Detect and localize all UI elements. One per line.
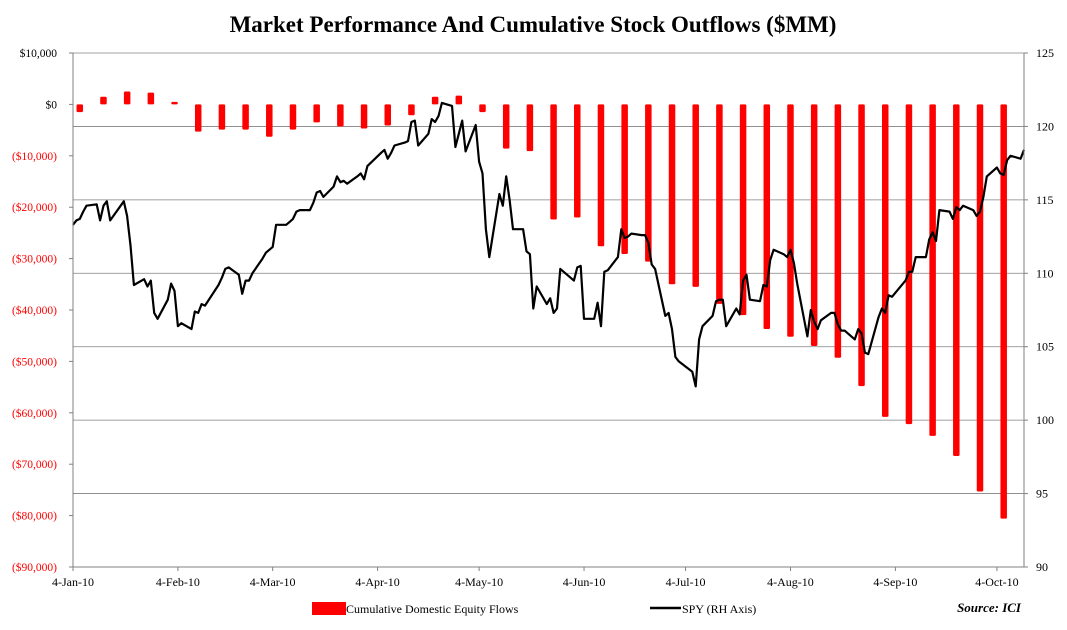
left-tick-label: $0 bbox=[46, 98, 58, 111]
x-tick-label: 4-Apr-10 bbox=[355, 575, 399, 589]
flow-bar bbox=[313, 104, 320, 123]
flow-bar bbox=[787, 104, 794, 337]
flow-bar bbox=[289, 104, 297, 130]
flow-bar bbox=[810, 104, 818, 346]
x-tick-label: 4-May-10 bbox=[455, 575, 503, 589]
left-tick-label: ($80,000) bbox=[12, 510, 57, 523]
right-tick-label: 115 bbox=[1036, 193, 1054, 207]
flow-bar bbox=[905, 104, 913, 425]
flow-bar bbox=[953, 104, 960, 456]
x-tick-label: 4-Jun-10 bbox=[563, 575, 606, 589]
flow-bar bbox=[763, 104, 771, 330]
x-tick-label: 4-Mar-10 bbox=[250, 575, 296, 589]
x-tick-label: 4-Oct-10 bbox=[975, 575, 1018, 589]
flow-bar bbox=[337, 104, 344, 127]
left-tick-label: ($50,000) bbox=[12, 355, 57, 368]
flow-bar bbox=[739, 104, 747, 316]
flow-bar bbox=[668, 104, 676, 285]
gridlines bbox=[73, 52, 1024, 568]
x-tick-label: 4-Sep-10 bbox=[873, 575, 917, 589]
left-tick-label: ($20,000) bbox=[12, 201, 57, 214]
flow-bar bbox=[526, 104, 534, 152]
chart-title: Market Performance And Cumulative Stock … bbox=[230, 12, 837, 37]
flow-bar bbox=[431, 96, 439, 105]
right-tick-label: 125 bbox=[1036, 46, 1054, 60]
right-tick-label: 100 bbox=[1036, 413, 1054, 427]
flow-bar bbox=[597, 104, 605, 247]
flow-bar bbox=[100, 96, 107, 105]
flow-bar bbox=[76, 104, 84, 113]
flow-bar bbox=[502, 104, 510, 149]
right-tick-label: 120 bbox=[1036, 119, 1054, 133]
left-tick-label: ($40,000) bbox=[12, 304, 57, 317]
x-axis-ticks: 4-Jan-10 4-Feb-10 4-Mar-10 4-Apr-10 4-May-10… bbox=[52, 567, 1019, 589]
x-tick-label: 4-Feb-10 bbox=[156, 575, 200, 589]
right-tick-label: 95 bbox=[1036, 487, 1048, 501]
left-tick-label: ($30,000) bbox=[12, 253, 57, 266]
source-note: Source: ICI bbox=[957, 600, 1022, 615]
flow-bar bbox=[242, 104, 249, 130]
flow-bar bbox=[171, 101, 178, 105]
flow-bar bbox=[858, 104, 865, 387]
flow-bar bbox=[455, 95, 463, 105]
flow-bar bbox=[692, 104, 699, 287]
flow-bar bbox=[550, 104, 557, 220]
right-tick-label: 110 bbox=[1036, 266, 1054, 280]
x-tick-label: 4-Jan-10 bbox=[52, 575, 94, 589]
flow-bar bbox=[834, 104, 842, 358]
flow-bar bbox=[1000, 104, 1007, 519]
flow-bar bbox=[574, 104, 581, 218]
flow-bars bbox=[76, 91, 1007, 519]
flow-bar bbox=[716, 104, 723, 304]
flow-bar bbox=[621, 104, 628, 254]
legend-label-spy: SPY (RH Axis) bbox=[682, 602, 756, 616]
flow-bar bbox=[123, 91, 131, 105]
left-tick-label: ($90,000) bbox=[12, 561, 57, 574]
flow-bar bbox=[881, 104, 889, 417]
spy-line bbox=[72, 101, 1026, 388]
right-tick-label: 105 bbox=[1036, 340, 1054, 354]
flow-bar bbox=[194, 104, 202, 132]
flow-bar bbox=[929, 104, 936, 436]
flow-bar bbox=[360, 104, 368, 129]
flow-bar bbox=[645, 104, 652, 262]
x-tick-label: 4-Jul-10 bbox=[666, 575, 706, 589]
left-axis-ticks: $10,000 $0 ($10,000) ($20,000) ($30,000) ($40… bbox=[12, 47, 73, 574]
left-tick-label: ($70,000) bbox=[12, 458, 57, 471]
left-tick-label: ($60,000) bbox=[12, 407, 57, 420]
flow-bar bbox=[384, 104, 391, 126]
left-tick-label: $10,000 bbox=[20, 47, 58, 60]
flow-bar bbox=[218, 104, 226, 130]
legend-swatch-flows bbox=[312, 602, 346, 615]
flow-bar bbox=[976, 104, 984, 492]
right-tick-label: 90 bbox=[1036, 560, 1048, 574]
flow-bar bbox=[147, 92, 155, 105]
flow-bar bbox=[408, 104, 415, 116]
legend-label-flows: Cumulative Domestic Equity Flows bbox=[346, 602, 519, 616]
x-tick-label: 4-Aug-10 bbox=[767, 575, 814, 589]
right-axis-ticks: 125 120 115 110 105 100 95 90 bbox=[1024, 46, 1054, 574]
legend: Cumulative Domestic Equity Flows SPY (RH… bbox=[312, 602, 756, 616]
flow-bar bbox=[266, 104, 273, 137]
flow-bar bbox=[479, 104, 486, 113]
left-tick-label: ($10,000) bbox=[12, 150, 57, 163]
